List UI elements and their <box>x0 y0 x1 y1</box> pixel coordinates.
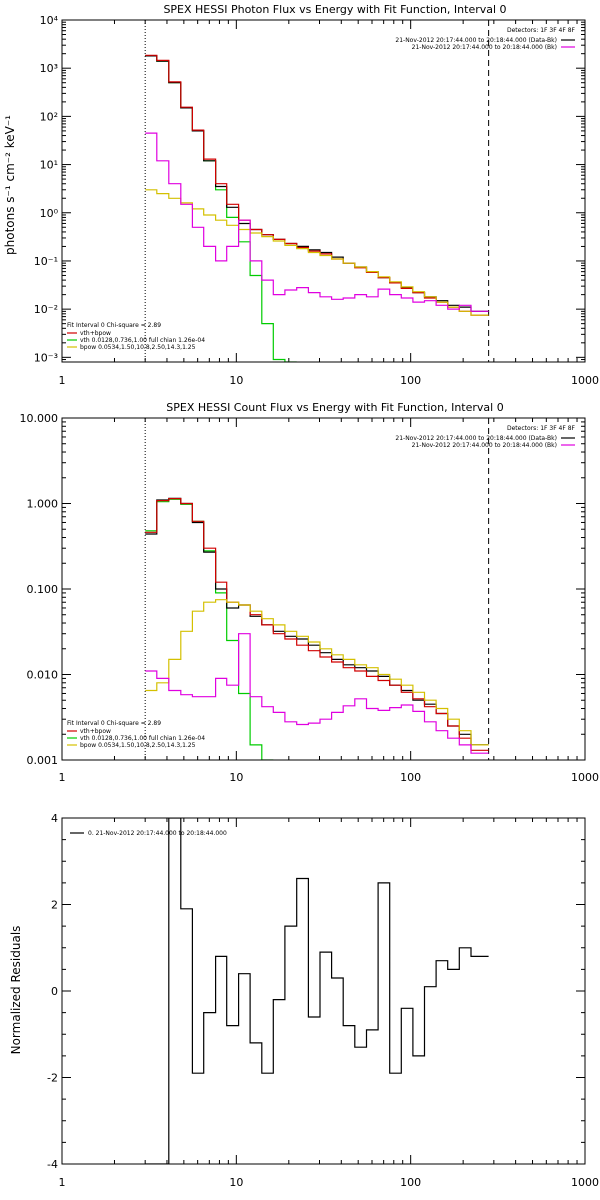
series-bpow-line <box>145 189 489 316</box>
x-tick-label: 1 <box>59 374 66 387</box>
photon-flux-panel: SPEX HESSI Photon Flux vs Energy with Fi… <box>3 3 599 387</box>
panel-title: SPEX HESSI Count Flux vs Energy with Fit… <box>166 401 503 414</box>
y-axis-label: photons s⁻¹ cm⁻² keV⁻¹ <box>3 115 17 255</box>
y-tick-label: 10² <box>40 110 58 123</box>
x-tick-label: 1000 <box>571 1176 599 1189</box>
plot-frame <box>61 817 586 1165</box>
fit-legend-label: vth+bpow <box>80 728 111 735</box>
y-tick-label: 0 <box>51 985 58 998</box>
fit-legend-label: vth 0.0128,0.736,1.00 full chian 1.26e-0… <box>80 735 205 742</box>
legend-entry-label: 21-Nov-2012 20:17:44.000 to 20:18:44.000… <box>412 44 557 51</box>
fit-legend-label: vth 0.0128,0.736,1.00 full chian 1.26e-0… <box>80 337 205 344</box>
x-tick-label: 10 <box>229 374 243 387</box>
plot-frame <box>61 19 586 363</box>
series-total-line <box>145 498 489 751</box>
y-tick-label: 1.000 <box>27 498 59 511</box>
y-tick-label: -2 <box>47 1072 58 1085</box>
panel-title: SPEX HESSI Photon Flux vs Energy with Fi… <box>163 3 506 16</box>
x-tick-label: 100 <box>400 1176 421 1189</box>
y-tick-label: 0.100 <box>27 583 59 596</box>
y-tick-label: 2 <box>51 899 58 912</box>
x-tick-label: 1 <box>59 771 66 784</box>
series-vth-line <box>145 498 274 760</box>
series-bpow-line <box>145 599 489 746</box>
legend-header: Detectors: 1F 3F 4F 8F <box>507 425 576 432</box>
y-tick-label: 10³ <box>40 62 58 75</box>
residual-legend-label: 0. 21-Nov-2012 20:17:44.000 to 20:18:44.… <box>88 830 227 837</box>
y-tick-label: 4 <box>51 812 58 825</box>
legend-header: Detectors: 1F 3F 4F 8F <box>507 27 576 34</box>
y-tick-label: 10¹ <box>40 159 58 172</box>
y-tick-label: 0.001 <box>27 754 59 767</box>
fit-legend-label: bpow 0.0534,1.50,10.8,2.50,14.3,1.25 <box>80 742 196 749</box>
x-tick-label: 10 <box>229 1176 243 1189</box>
series-bk-line <box>145 132 489 312</box>
y-tick-label: 0.010 <box>27 669 59 682</box>
series-bk-line <box>145 633 489 754</box>
series-residuals-line <box>145 818 489 1164</box>
legend-entry-label: 21-Nov-2012 20:17:44.000 to 20:18:44.000… <box>395 435 557 442</box>
series-data-line <box>145 55 489 312</box>
x-tick-label: 100 <box>400 374 421 387</box>
y-tick-label: -4 <box>47 1158 58 1171</box>
x-tick-label: 1 <box>59 1176 66 1189</box>
x-tick-label: 1000 <box>571 374 599 387</box>
y-tick-label: 10⁻² <box>34 303 58 316</box>
fit-legend-header: Fit Interval 0 Chi-square = 2.89 <box>67 720 161 727</box>
y-tick-label: 10⁻¹ <box>34 255 58 268</box>
count-flux-panel: SPEX HESSI Count Flux vs Energy with Fit… <box>20 401 600 784</box>
fit-legend-label: vth+bpow <box>80 330 111 337</box>
plot-frame <box>61 417 586 761</box>
x-tick-label: 10 <box>229 771 243 784</box>
y-tick-label: 10⁴ <box>40 14 59 27</box>
series-vth-line <box>145 55 297 362</box>
y-tick-label: 10.000 <box>20 412 59 425</box>
x-tick-label: 100 <box>400 771 421 784</box>
legend-entry-label: 21-Nov-2012 20:17:44.000 to 20:18:44.000… <box>412 442 557 449</box>
y-axis-label: Normalized Residuals <box>9 926 23 1055</box>
y-tick-label: 10⁻³ <box>34 351 58 364</box>
legend-entry-label: 21-Nov-2012 20:17:44.000 to 20:18:44.000… <box>395 37 557 44</box>
fit-legend-header: Fit Interval 0 Chi-square = 2.89 <box>67 322 161 329</box>
series-total-line <box>145 54 489 316</box>
x-tick-label: 1000 <box>571 771 599 784</box>
residuals-panel: Normalized Residuals 1 10 100 1000 -4 -2 0 2 4 0.… <box>9 812 599 1189</box>
y-tick-label: 10⁰ <box>40 207 59 220</box>
fit-legend-label: bpow 0.0534,1.50,10.8,2.50,14.3,1.25 <box>80 344 196 351</box>
